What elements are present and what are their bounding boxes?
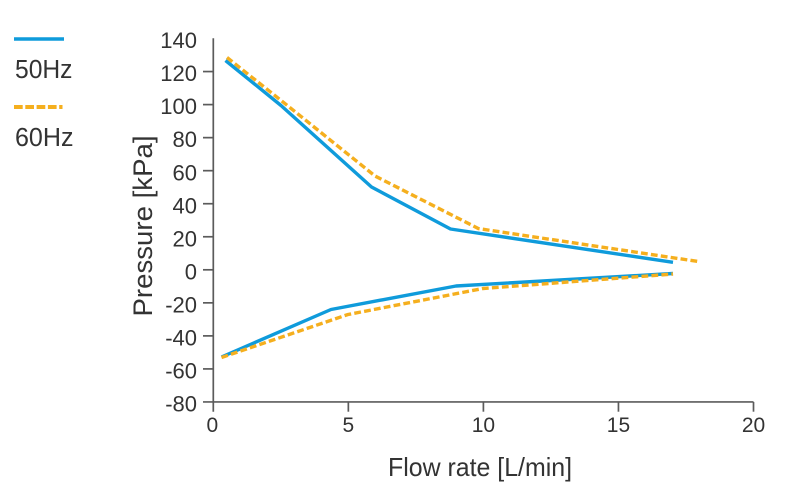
svg-text:40: 40 bbox=[173, 193, 197, 218]
svg-text:-80: -80 bbox=[165, 392, 197, 417]
svg-text:-60: -60 bbox=[165, 359, 197, 384]
svg-text:Flow rate [L/min]: Flow rate [L/min] bbox=[388, 452, 572, 482]
svg-text:60: 60 bbox=[173, 160, 197, 185]
svg-text:100: 100 bbox=[160, 94, 197, 119]
svg-text:-20: -20 bbox=[165, 292, 197, 317]
svg-text:120: 120 bbox=[160, 61, 197, 86]
svg-text:0: 0 bbox=[206, 414, 218, 437]
svg-text:5: 5 bbox=[343, 414, 355, 437]
svg-text:0: 0 bbox=[185, 259, 197, 284]
svg-text:20: 20 bbox=[742, 414, 765, 437]
svg-text:60Hz: 60Hz bbox=[15, 124, 74, 152]
svg-text:140: 140 bbox=[160, 28, 197, 53]
svg-text:10: 10 bbox=[472, 414, 495, 437]
svg-text:-40: -40 bbox=[165, 326, 197, 351]
svg-text:20: 20 bbox=[173, 226, 197, 251]
svg-text:15: 15 bbox=[607, 414, 630, 437]
svg-text:80: 80 bbox=[173, 127, 197, 152]
svg-text:50Hz: 50Hz bbox=[15, 56, 73, 84]
svg-text:Pressure [kPa]: Pressure [kPa] bbox=[128, 136, 158, 317]
